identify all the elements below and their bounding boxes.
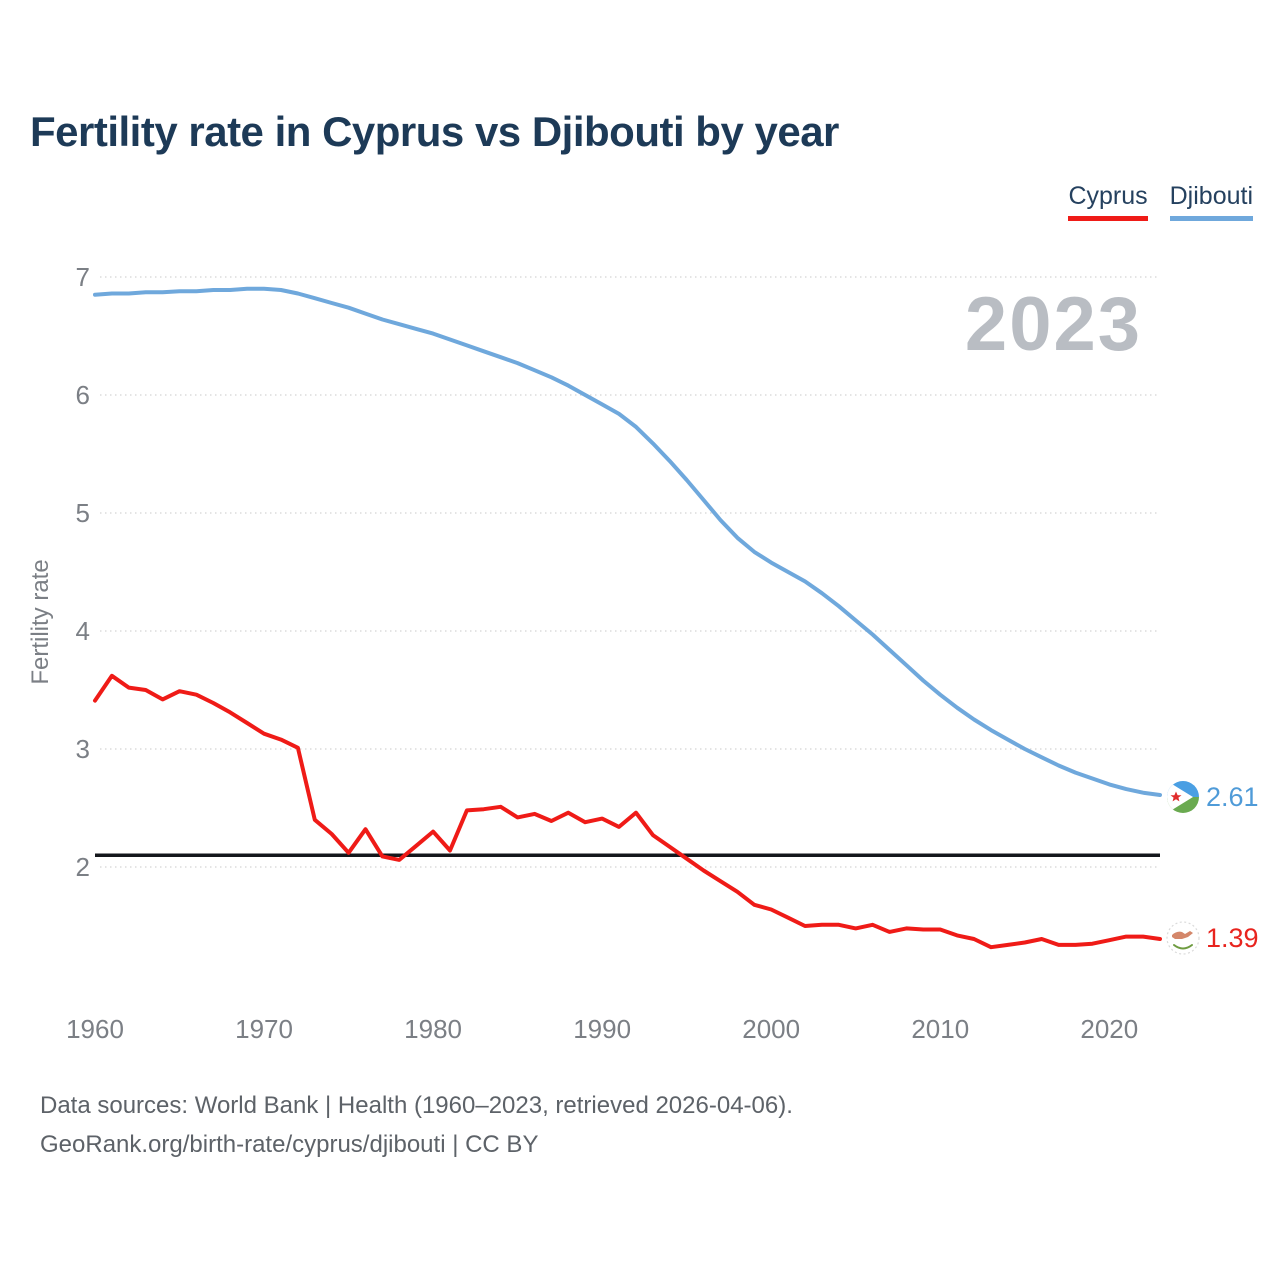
watermark-year: 2023	[965, 282, 1142, 367]
x-axis-tick-labels: 1960 1970 1980 1990 2000 2010 2020	[66, 1014, 1138, 1044]
x-tick-label: 1980	[404, 1014, 462, 1044]
y-axis-title: Fertility rate	[27, 559, 54, 684]
footer-sources: Data sources: World Bank | Health (1960–…	[40, 1092, 793, 1119]
y-tick-label: 4	[76, 616, 90, 646]
y-tick-label: 5	[76, 498, 90, 528]
end-value-cyprus: 1.39	[1206, 923, 1259, 953]
x-tick-label: 1990	[573, 1014, 631, 1044]
djibouti-flag-icon	[1167, 781, 1199, 813]
y-tick-label: 7	[76, 262, 90, 292]
series-line-cyprus	[93, 673, 1162, 950]
legend-item-djibouti[interactable]: Djibouti	[1169, 182, 1253, 221]
y-tick-label: 6	[76, 380, 90, 410]
page-title: Fertility rate in Cyprus vs Djibouti by …	[30, 108, 839, 155]
legend-item-cyprus[interactable]: Cyprus	[1068, 182, 1148, 221]
cyprus-flag-icon	[1166, 921, 1200, 955]
gridlines	[100, 276, 1160, 868]
x-tick-label: 1960	[66, 1014, 124, 1044]
legend: Cyprus Djibouti	[1068, 182, 1253, 221]
x-tick-label: 2010	[911, 1014, 969, 1044]
footer: Data sources: World Bank | Health (1960–…	[40, 1086, 793, 1164]
x-tick-label: 1970	[235, 1014, 293, 1044]
end-value-djibouti: 2.61	[1206, 782, 1259, 812]
x-tick-label: 2000	[742, 1014, 800, 1044]
y-axis-tick-labels: 7 6 5 4 3 2	[76, 262, 90, 882]
x-tick-label: 2020	[1080, 1014, 1138, 1044]
y-tick-label: 3	[76, 734, 90, 764]
y-tick-label: 2	[76, 852, 90, 882]
footer-attribution: GeoRank.org/birth-rate/cyprus/djibouti |…	[40, 1131, 539, 1158]
series-line-djibouti	[93, 286, 1162, 797]
series-lines	[93, 286, 1162, 950]
